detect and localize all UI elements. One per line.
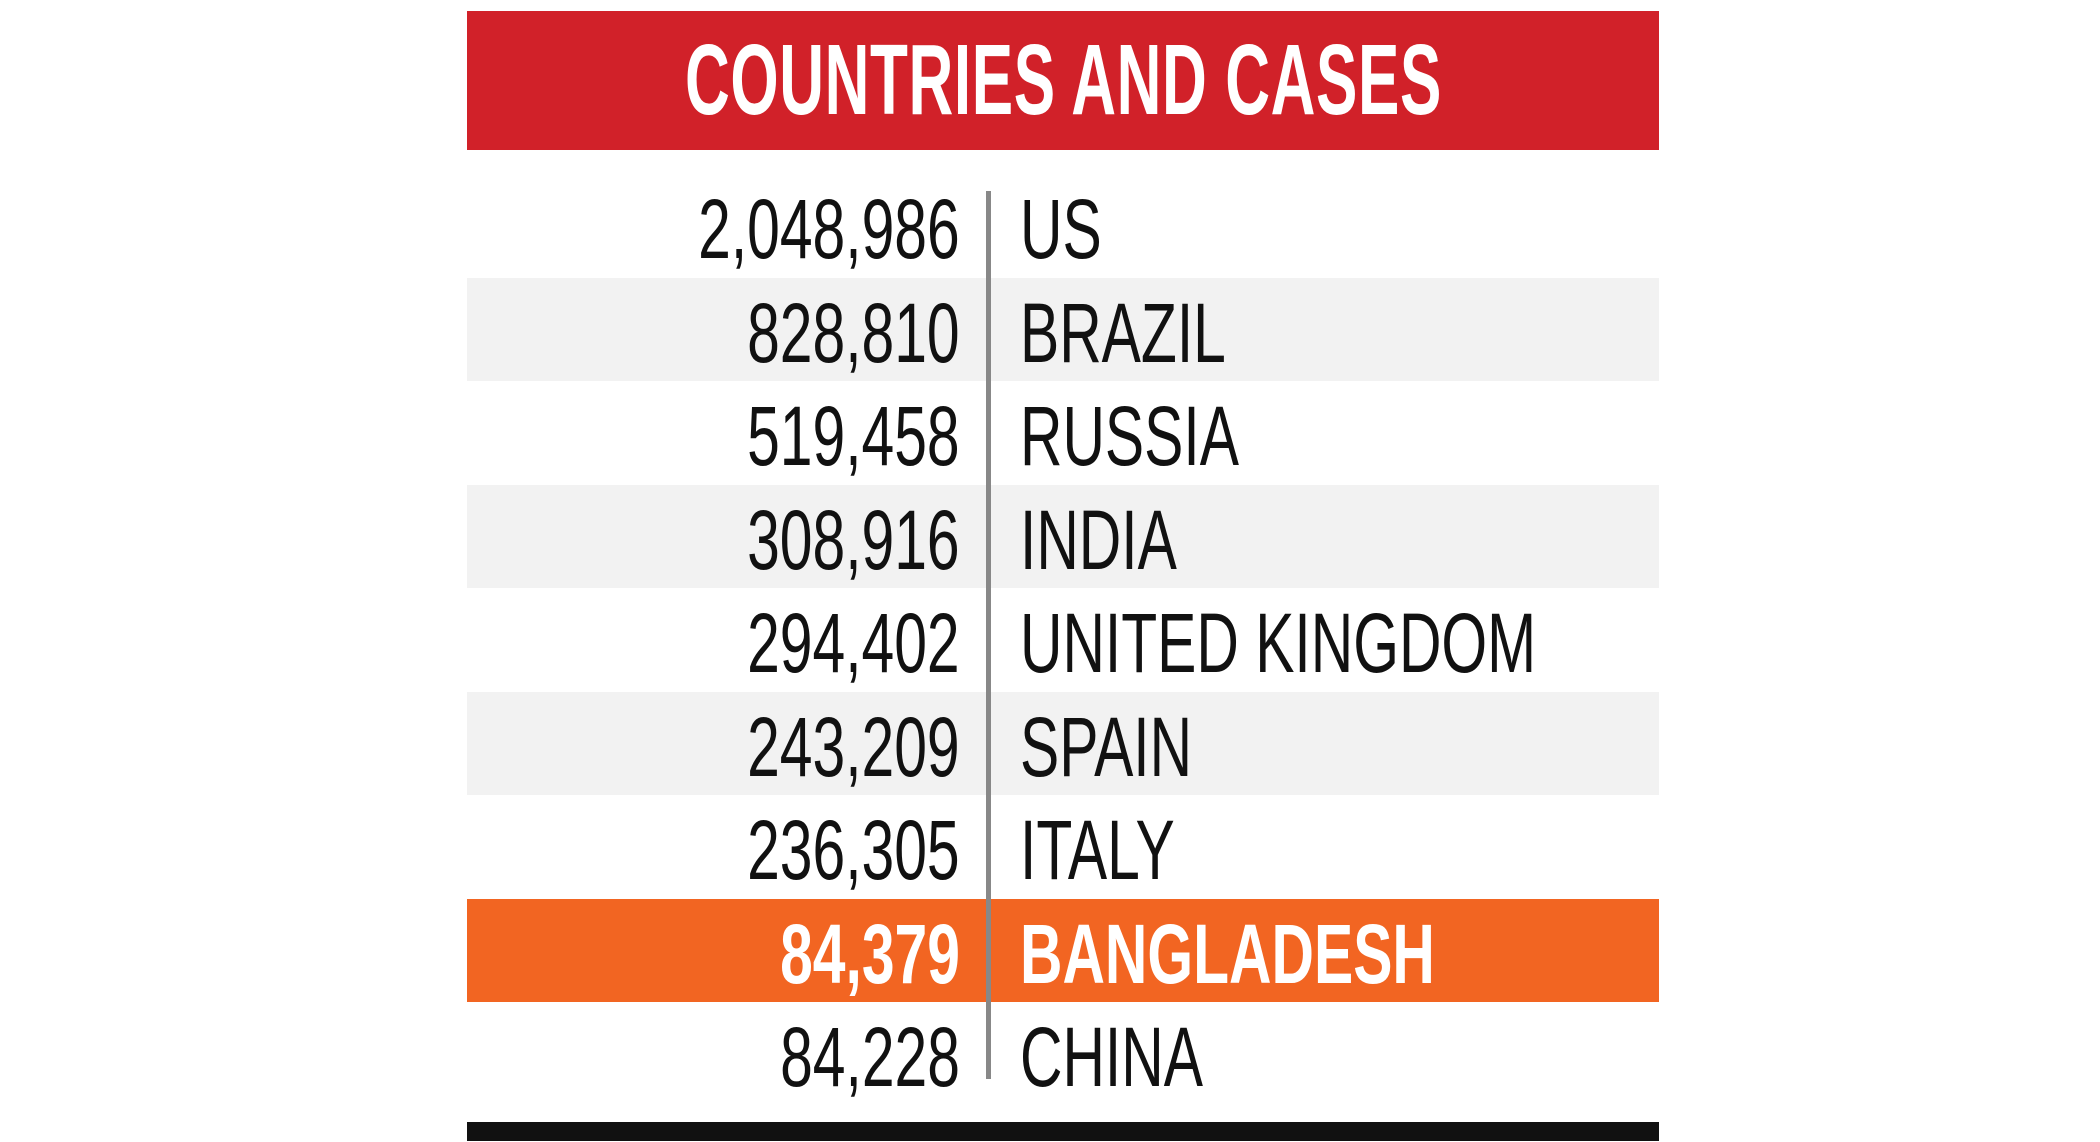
case-count: 308,916 (747, 492, 960, 587)
column-divider (986, 191, 991, 1079)
table-row: 308,916 INDIA (467, 484, 1659, 588)
title-banner: COUNTRIES AND CASES (467, 11, 1659, 150)
case-count: 243,209 (747, 699, 960, 794)
table-row: 519,458 RUSSIA (467, 381, 1659, 484)
country-name: RUSSIA (1020, 389, 1239, 483)
title: COUNTRIES AND CASES (684, 24, 1442, 136)
bottom-rule (467, 1122, 1659, 1141)
country-name: BANGLADESH (1020, 906, 1435, 1001)
country-name: SPAIN (1020, 699, 1193, 794)
table-row: 2,048,986 US (467, 174, 1659, 277)
table-row: 84,228 CHINA (467, 1002, 1659, 1105)
country-name: US (1020, 182, 1102, 276)
table-row: 294,402 UNITED KINGDOM (467, 588, 1659, 691)
table-row: 236,305 ITALY (467, 795, 1659, 898)
country-name: ITALY (1020, 803, 1175, 897)
case-count: 828,810 (747, 285, 960, 380)
country-name: INDIA (1020, 492, 1177, 587)
case-count: 236,305 (747, 803, 960, 897)
case-count: 294,402 (747, 596, 960, 690)
country-name: BRAZIL (1020, 285, 1226, 380)
case-count: 84,228 (780, 1010, 960, 1104)
country-name: CHINA (1020, 1010, 1203, 1104)
case-count: 2,048,986 (698, 182, 960, 276)
table-row: 828,810 BRAZIL (467, 277, 1659, 381)
country-name: UNITED KINGDOM (1020, 596, 1537, 690)
table-row: 243,209 SPAIN (467, 691, 1659, 795)
table-row: 84,379 BANGLADESH (467, 898, 1659, 1002)
case-count: 519,458 (747, 389, 960, 483)
case-count: 84,379 (780, 906, 960, 1001)
